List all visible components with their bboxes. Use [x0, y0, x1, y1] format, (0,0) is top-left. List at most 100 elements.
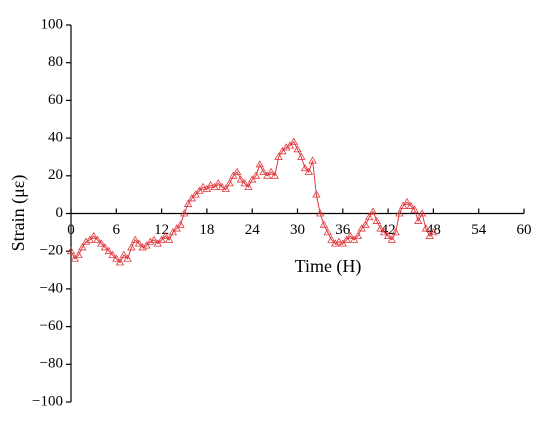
marker	[119, 250, 129, 258]
marker	[315, 209, 325, 217]
marker	[349, 235, 359, 243]
y-tick-label: 20	[48, 167, 63, 183]
marker	[406, 201, 415, 209]
marker	[244, 182, 253, 191]
marker	[236, 175, 246, 183]
x-tick-label: 24	[245, 222, 261, 238]
marker	[210, 182, 219, 191]
marker	[414, 216, 423, 224]
marker	[304, 167, 314, 175]
marker	[289, 137, 298, 145]
marker	[278, 147, 287, 155]
marker	[387, 235, 397, 243]
marker	[81, 237, 91, 245]
x-tick-label: 30	[290, 222, 305, 238]
marker	[395, 209, 404, 217]
marker	[285, 141, 295, 149]
marker	[100, 243, 110, 251]
marker	[421, 224, 431, 232]
y-tick-label: −100	[32, 393, 63, 409]
y-tick-label: −40	[40, 280, 63, 296]
y-tick-label: −80	[40, 356, 63, 372]
marker	[338, 239, 347, 247]
marker	[206, 180, 215, 189]
marker	[357, 224, 366, 232]
marker	[168, 228, 178, 236]
marker	[108, 250, 117, 258]
y-tick-label: −60	[40, 318, 63, 334]
y-tick-label: 80	[48, 54, 63, 70]
marker	[74, 250, 83, 258]
marker	[417, 209, 427, 217]
marker	[353, 231, 363, 240]
marker	[300, 163, 310, 172]
marker	[130, 235, 140, 243]
marker	[327, 235, 336, 243]
marker	[263, 171, 272, 179]
marker	[97, 239, 106, 247]
marker	[89, 231, 98, 240]
marker	[425, 231, 434, 240]
marker	[172, 224, 181, 232]
marker	[161, 231, 170, 240]
marker	[361, 220, 370, 228]
marker	[153, 239, 163, 247]
marker	[380, 228, 389, 236]
marker	[221, 184, 230, 192]
marker	[123, 254, 132, 262]
marker	[334, 237, 344, 245]
y-tick-label: 0	[56, 205, 64, 221]
marker	[138, 243, 147, 251]
marker	[225, 179, 234, 187]
marker	[191, 190, 200, 198]
marker	[214, 179, 223, 187]
x-tick-label: 36	[335, 222, 351, 238]
marker	[202, 184, 212, 192]
marker	[251, 171, 261, 179]
marker	[78, 243, 87, 251]
y-tick-label: −20	[40, 243, 63, 259]
x-tick-label: 18	[199, 222, 214, 238]
marker	[229, 171, 238, 179]
marker	[281, 143, 291, 151]
marker	[383, 231, 393, 240]
marker	[198, 182, 208, 191]
marker	[323, 228, 332, 236]
marker	[85, 235, 95, 243]
marker	[259, 167, 268, 175]
marker	[399, 201, 408, 209]
marker	[232, 167, 242, 175]
x-tick-label: 6	[113, 222, 121, 238]
data-line	[70, 141, 434, 264]
marker	[180, 209, 189, 217]
marker	[149, 235, 159, 243]
y-tick-label: 60	[48, 92, 63, 108]
marker	[93, 235, 102, 243]
marker	[308, 156, 317, 164]
y-tick-label: 40	[48, 130, 63, 146]
x-tick-label: 60	[517, 222, 532, 238]
marker	[391, 228, 400, 236]
marker	[134, 239, 144, 247]
marker	[429, 228, 438, 236]
marker	[274, 152, 283, 160]
marker	[410, 205, 419, 213]
marker	[164, 235, 174, 243]
marker	[297, 152, 306, 160]
marker	[70, 254, 79, 262]
marker	[372, 216, 381, 224]
marker	[270, 171, 280, 179]
x-tick-label: 12	[154, 222, 169, 238]
marker	[146, 237, 155, 245]
x-axis-label: Time (H)	[295, 256, 362, 277]
marker	[312, 190, 321, 198]
marker	[115, 258, 125, 266]
marker	[183, 199, 193, 207]
marker	[346, 231, 355, 240]
marker	[66, 246, 76, 255]
marker	[248, 175, 257, 183]
y-tick-label: 100	[41, 16, 64, 32]
x-tick-label: 42	[381, 222, 396, 238]
marker	[402, 197, 412, 206]
